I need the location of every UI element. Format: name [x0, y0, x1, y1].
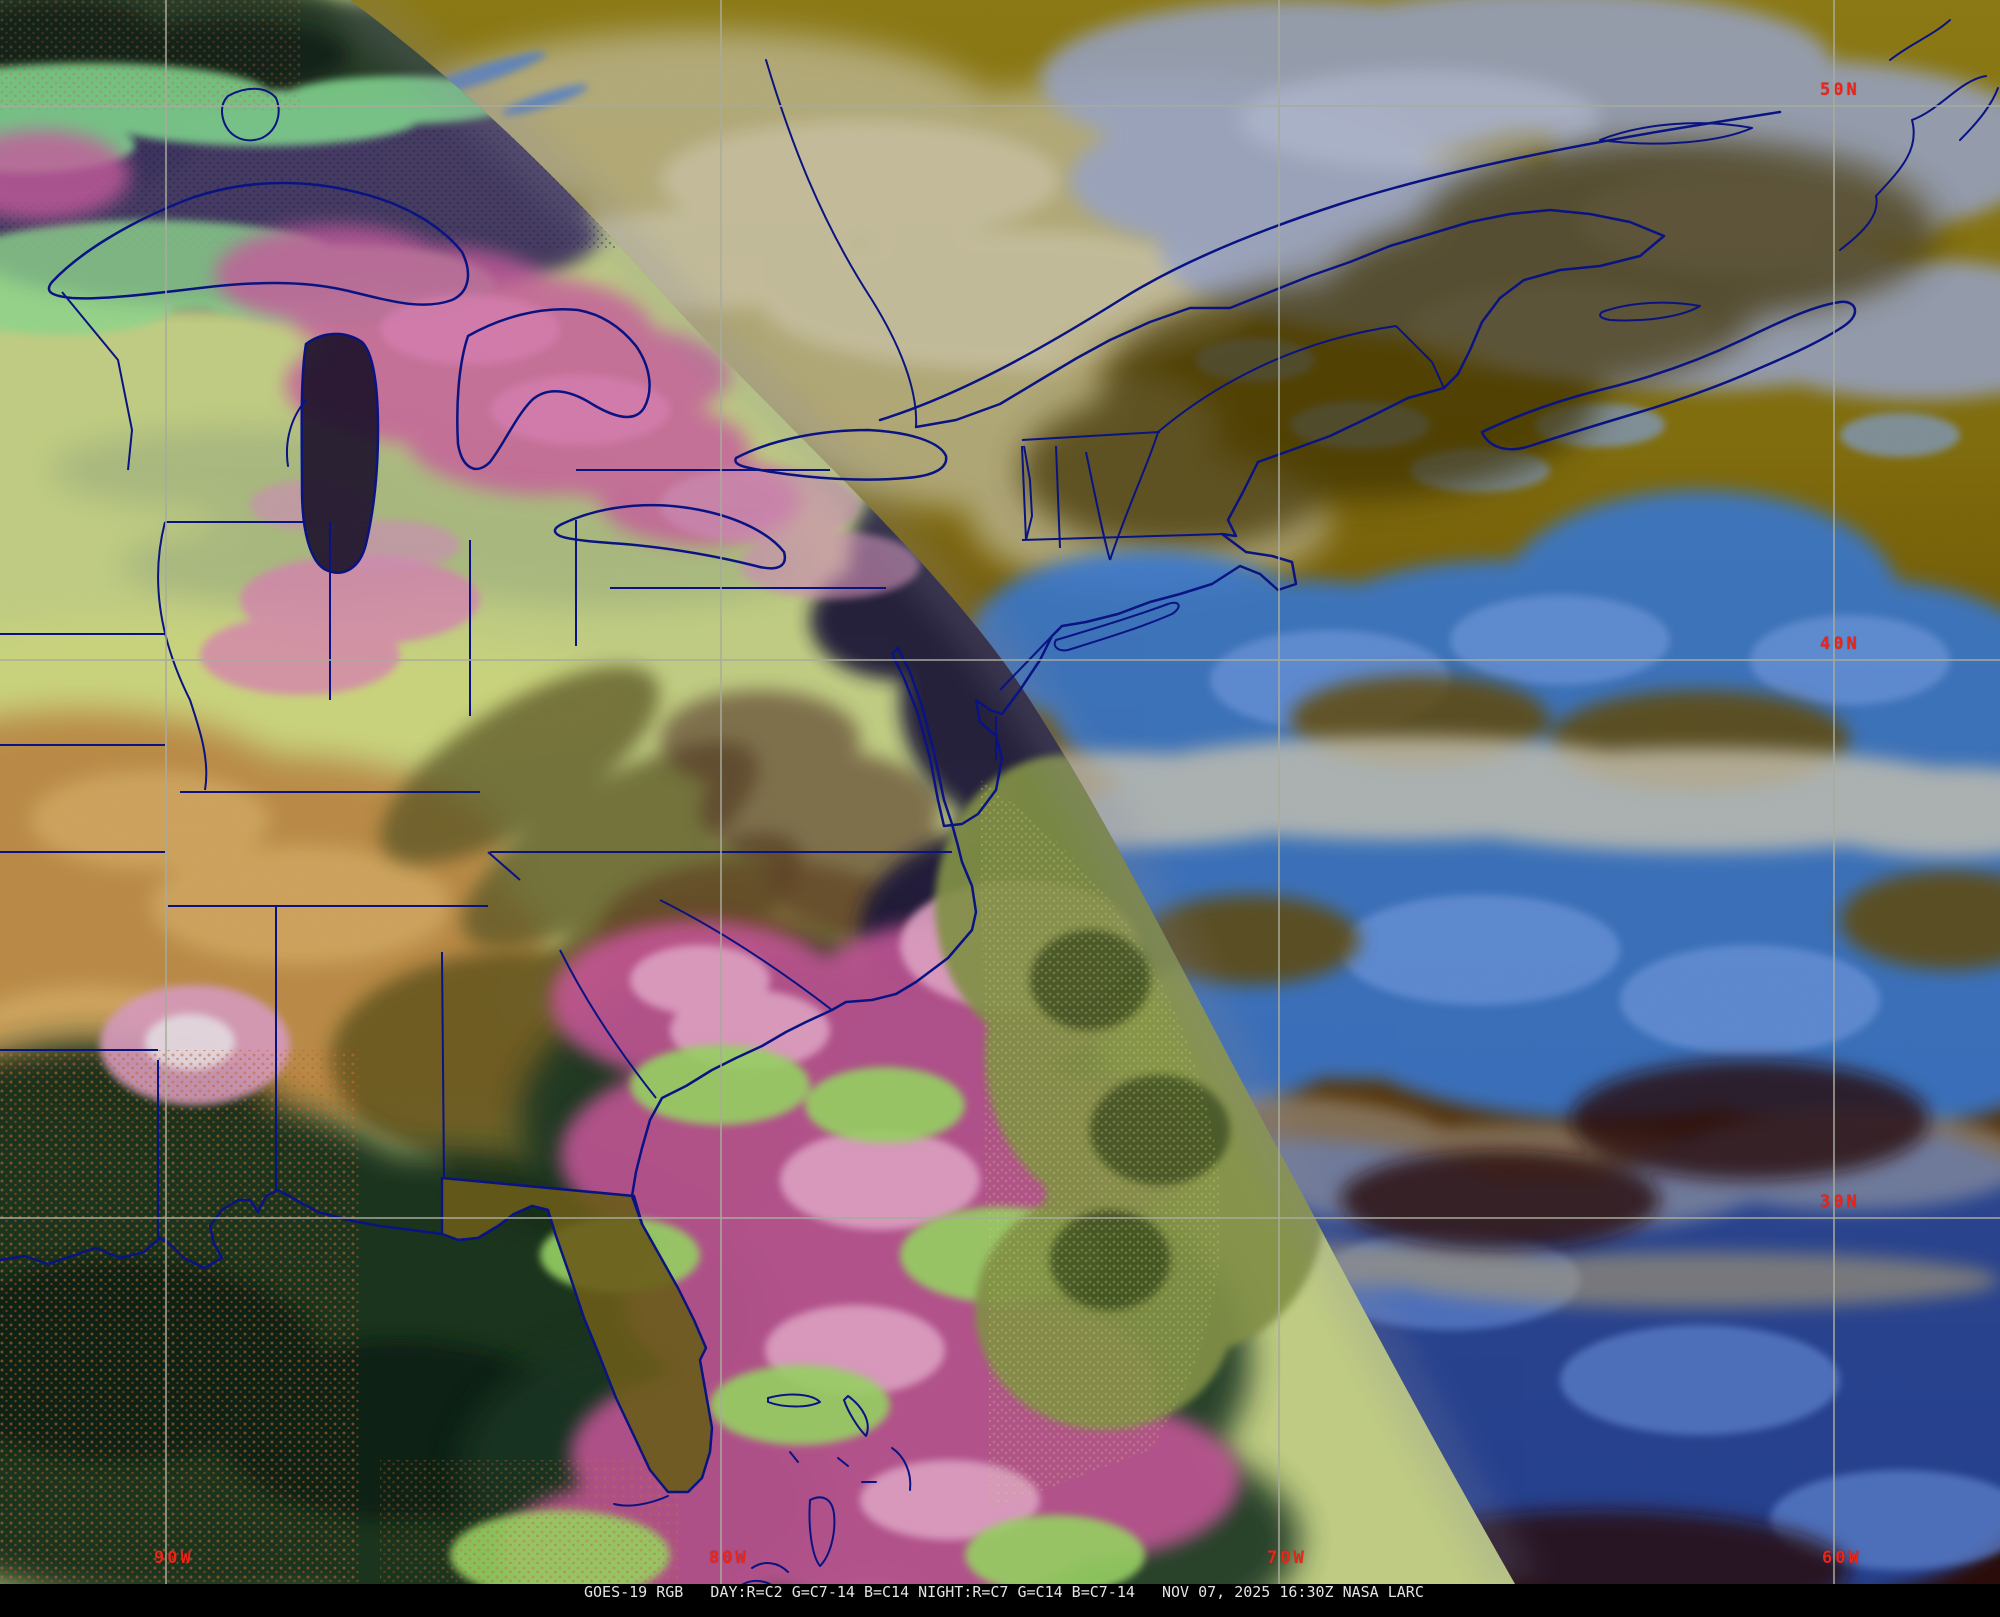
satellite-image: [0, 0, 2000, 1584]
image-noise-overlay: [0, 0, 2000, 1584]
status-text: GOES-19 RGB DAY:R=C2 G=C7-14 B=C14 NIGHT…: [584, 1583, 1424, 1601]
status-bar: GOES-19 RGB DAY:R=C2 G=C7-14 B=C14 NIGHT…: [0, 1584, 2000, 1600]
